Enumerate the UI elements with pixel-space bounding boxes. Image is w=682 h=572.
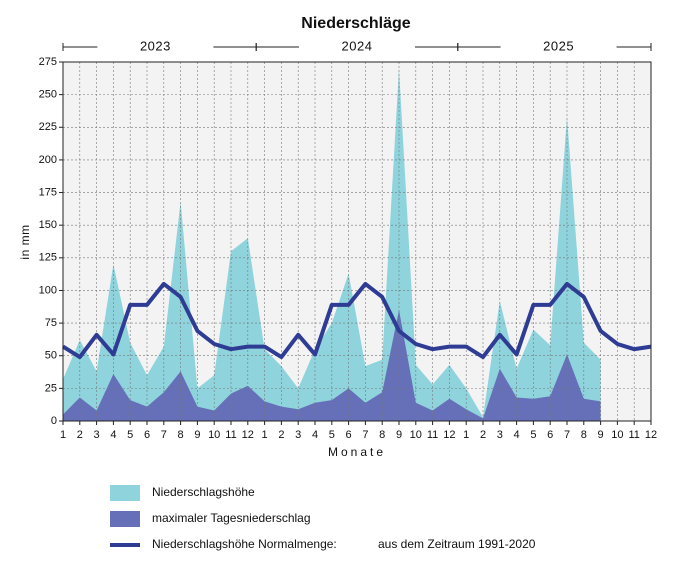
x-tick-label: 10 [208, 429, 220, 441]
y-tick-label: 250 [39, 89, 57, 101]
line [61, 281, 652, 360]
x-tick-label: 3 [94, 429, 100, 441]
y-tick-label: 0 [51, 415, 57, 427]
plot-frame [62, 61, 652, 422]
x-tick-label: 10 [611, 429, 623, 441]
year-label: 2023 [140, 38, 171, 53]
year-label: 2024 [342, 38, 373, 53]
x-tick-label: 6 [144, 429, 150, 441]
x-tick-label: 3 [497, 429, 503, 441]
chart-title: Niederschläge [301, 15, 410, 32]
x-tick-label: 7 [564, 429, 570, 441]
legend-label: Niederschlagshöhe [152, 485, 255, 499]
x-tick-label: 2 [77, 429, 83, 441]
x-tick-label: 9 [396, 429, 402, 441]
y-tick-label: 275 [39, 56, 57, 68]
x-tick-label: 12 [645, 429, 657, 441]
y-tick-label: 225 [39, 121, 57, 133]
x-tick-label: 6 [547, 429, 553, 441]
x-tick-label: 9 [194, 429, 200, 441]
x-tick-label: 1 [60, 429, 66, 441]
y-axis-label: in mm [18, 224, 32, 259]
x-tick-label: 12 [443, 429, 455, 441]
x-tick-label: 8 [379, 429, 385, 441]
x-tick-label: 7 [161, 429, 167, 441]
x-tick-label: 5 [329, 429, 335, 441]
x-tick-label: 8 [581, 429, 587, 441]
x-tick-label: 12 [242, 429, 254, 441]
area [63, 310, 601, 421]
legend-swatch [110, 485, 140, 501]
x-tick-label: 2 [480, 429, 486, 441]
x-tick-label: 5 [127, 429, 133, 441]
legend-label: maximaler Tagesniederschlag [152, 511, 311, 525]
y-tick-label: 200 [39, 154, 57, 166]
legend-note: aus dem Zeitraum 1991-2020 [378, 537, 536, 551]
legend-swatch [110, 511, 140, 527]
x-tick-label: 4 [110, 429, 116, 441]
x-tick-label: 1 [262, 429, 268, 441]
y-tick-label: 75 [45, 317, 57, 329]
x-tick-label: 6 [346, 429, 352, 441]
legend-label: Niederschlagshöhe Normalmenge: [152, 537, 337, 551]
x-tick-label: 9 [598, 429, 604, 441]
x-tick-label: 2 [278, 429, 284, 441]
y-tick-label: 125 [39, 252, 57, 264]
x-tick-label: 5 [530, 429, 536, 441]
x-tick-label: 4 [312, 429, 318, 441]
y-tick-label: 100 [39, 284, 57, 296]
x-tick-label: 4 [514, 429, 520, 441]
x-tick-label: 3 [295, 429, 301, 441]
x-tick-label: 10 [410, 429, 422, 441]
x-tick-label: 8 [178, 429, 184, 441]
x-axis-label: Monate [328, 445, 386, 459]
x-tick-label: 7 [362, 429, 368, 441]
y-tick-label: 50 [45, 350, 57, 362]
y-tick-label: 175 [39, 186, 57, 198]
x-tick-label: 11 [427, 429, 438, 441]
y-tick-label: 150 [39, 219, 57, 231]
y-tick-label: 25 [45, 382, 57, 394]
x-tick-label: 11 [628, 429, 639, 441]
x-tick-label: 1 [463, 429, 469, 441]
x-tick-label: 11 [225, 429, 236, 441]
year-label: 2025 [543, 38, 574, 53]
